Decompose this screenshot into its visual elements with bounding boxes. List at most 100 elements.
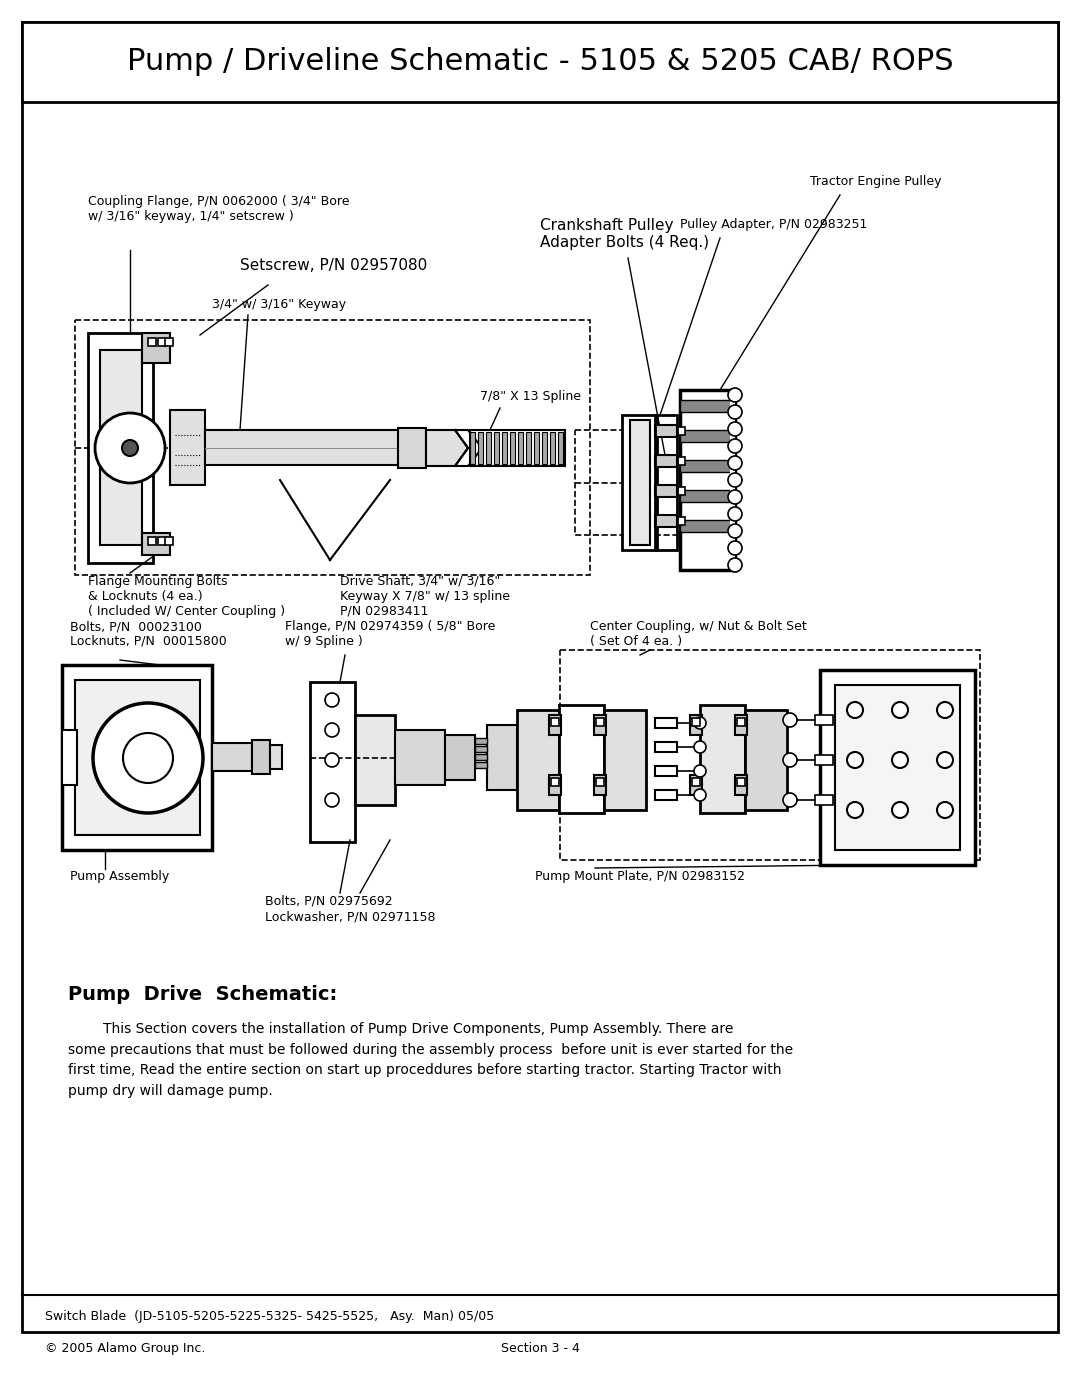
Text: Section 3 - 4: Section 3 - 4 bbox=[500, 1343, 580, 1355]
Bar bbox=[475, 746, 487, 752]
Bar bbox=[549, 775, 561, 795]
Bar bbox=[835, 685, 960, 849]
Bar bbox=[542, 432, 546, 464]
Bar bbox=[680, 460, 735, 472]
Bar bbox=[470, 430, 565, 467]
Bar bbox=[735, 715, 747, 735]
Circle shape bbox=[937, 802, 953, 819]
Bar bbox=[654, 789, 677, 800]
Circle shape bbox=[728, 439, 742, 453]
Bar bbox=[730, 390, 735, 570]
Bar bbox=[270, 745, 282, 768]
Circle shape bbox=[728, 388, 742, 402]
Bar bbox=[654, 455, 677, 467]
Text: Pump Mount Plate, P/N 02983152: Pump Mount Plate, P/N 02983152 bbox=[535, 870, 745, 883]
Bar bbox=[604, 710, 646, 810]
Circle shape bbox=[95, 414, 165, 483]
Bar bbox=[165, 536, 173, 545]
Bar bbox=[559, 705, 604, 813]
Circle shape bbox=[694, 789, 706, 800]
Bar bbox=[558, 432, 563, 464]
Circle shape bbox=[728, 557, 742, 571]
Bar bbox=[170, 409, 205, 485]
Text: Pump / Driveline Schematic - 5105 & 5205 CAB/ ROPS: Pump / Driveline Schematic - 5105 & 5205… bbox=[126, 47, 954, 77]
Circle shape bbox=[847, 703, 863, 718]
Bar bbox=[395, 731, 445, 785]
Text: Center Coupling, w/ Nut & Bolt Set
( Set Of 4 ea. ): Center Coupling, w/ Nut & Bolt Set ( Set… bbox=[590, 620, 807, 648]
Text: Drive Shaft, 3/4" w/ 3/16"
Keyway X 7/8" w/ 13 spline
P/N 02983411: Drive Shaft, 3/4" w/ 3/16" Keyway X 7/8"… bbox=[340, 576, 510, 617]
Bar bbox=[575, 430, 720, 535]
Bar bbox=[310, 682, 355, 842]
Bar bbox=[654, 718, 677, 728]
Bar bbox=[549, 715, 561, 735]
Circle shape bbox=[728, 541, 742, 555]
Bar bbox=[100, 351, 141, 545]
Bar bbox=[487, 725, 517, 789]
Circle shape bbox=[694, 740, 706, 753]
Bar bbox=[550, 432, 555, 464]
Circle shape bbox=[728, 524, 742, 538]
Text: Coupling Flange, P/N 0062000 ( 3/4" Bore
w/ 3/16" keyway, 1/4" setscrew ): Coupling Flange, P/N 0062000 ( 3/4" Bore… bbox=[87, 196, 350, 224]
Bar bbox=[475, 754, 487, 760]
Bar bbox=[534, 432, 539, 464]
Bar bbox=[355, 715, 395, 805]
Bar bbox=[399, 427, 426, 468]
Bar bbox=[820, 671, 975, 865]
Bar bbox=[445, 735, 475, 780]
Bar bbox=[75, 680, 200, 835]
Text: © 2005 Alamo Group Inc.: © 2005 Alamo Group Inc. bbox=[45, 1343, 205, 1355]
Text: Flange Mounting Bolts
& Locknuts (4 ea.)
( Included W/ Center Coupling ): Flange Mounting Bolts & Locknuts (4 ea.)… bbox=[87, 576, 285, 617]
Bar bbox=[815, 715, 833, 725]
Bar bbox=[62, 731, 77, 785]
Text: Pump  Drive  Schematic:: Pump Drive Schematic: bbox=[68, 985, 337, 1004]
Circle shape bbox=[847, 802, 863, 819]
Bar bbox=[677, 427, 685, 434]
Circle shape bbox=[783, 793, 797, 807]
Bar bbox=[677, 517, 685, 525]
Bar bbox=[158, 536, 166, 545]
Text: Pulley Adapter, P/N 02983251: Pulley Adapter, P/N 02983251 bbox=[680, 218, 867, 231]
Bar bbox=[551, 718, 559, 726]
Circle shape bbox=[728, 405, 742, 419]
Polygon shape bbox=[426, 430, 468, 467]
Bar bbox=[148, 338, 156, 346]
Bar bbox=[526, 432, 531, 464]
Text: 3/4" w/ 3/16" Keyway: 3/4" w/ 3/16" Keyway bbox=[212, 298, 346, 312]
Text: 7/8" X 13 Spline: 7/8" X 13 Spline bbox=[480, 390, 581, 402]
Bar bbox=[680, 400, 735, 412]
Bar bbox=[596, 778, 604, 787]
Bar bbox=[158, 338, 166, 346]
Bar bbox=[510, 432, 515, 464]
Text: Setscrew, P/N 02957080: Setscrew, P/N 02957080 bbox=[240, 258, 428, 272]
Circle shape bbox=[325, 724, 339, 738]
Bar bbox=[690, 775, 702, 795]
Bar bbox=[22, 22, 1058, 102]
Text: Pump Assembly: Pump Assembly bbox=[70, 870, 170, 883]
Bar bbox=[594, 775, 606, 795]
Bar bbox=[561, 650, 980, 861]
Bar bbox=[470, 432, 475, 464]
Bar bbox=[630, 420, 650, 545]
Circle shape bbox=[892, 703, 908, 718]
Text: Switch Blade  (JD-5105-5205-5225-5325- 5425-5525,   Asy.  Man) 05/05: Switch Blade (JD-5105-5205-5225-5325- 54… bbox=[45, 1310, 495, 1323]
Circle shape bbox=[694, 766, 706, 777]
Circle shape bbox=[728, 507, 742, 521]
Circle shape bbox=[783, 712, 797, 726]
Text: Bolts, P/N 02975692
Lockwasher, P/N 02971158: Bolts, P/N 02975692 Lockwasher, P/N 0297… bbox=[265, 895, 435, 923]
Bar bbox=[596, 718, 604, 726]
Bar bbox=[62, 665, 212, 849]
Bar bbox=[737, 778, 745, 787]
Circle shape bbox=[325, 753, 339, 767]
Bar bbox=[475, 761, 487, 768]
Bar bbox=[486, 432, 491, 464]
Bar bbox=[700, 705, 745, 813]
Circle shape bbox=[694, 717, 706, 729]
Bar bbox=[622, 415, 657, 550]
Bar bbox=[141, 534, 170, 555]
Bar bbox=[680, 390, 735, 570]
Circle shape bbox=[123, 733, 173, 782]
Bar bbox=[815, 795, 833, 805]
Bar bbox=[654, 425, 677, 437]
Bar bbox=[654, 415, 677, 550]
Circle shape bbox=[325, 793, 339, 807]
